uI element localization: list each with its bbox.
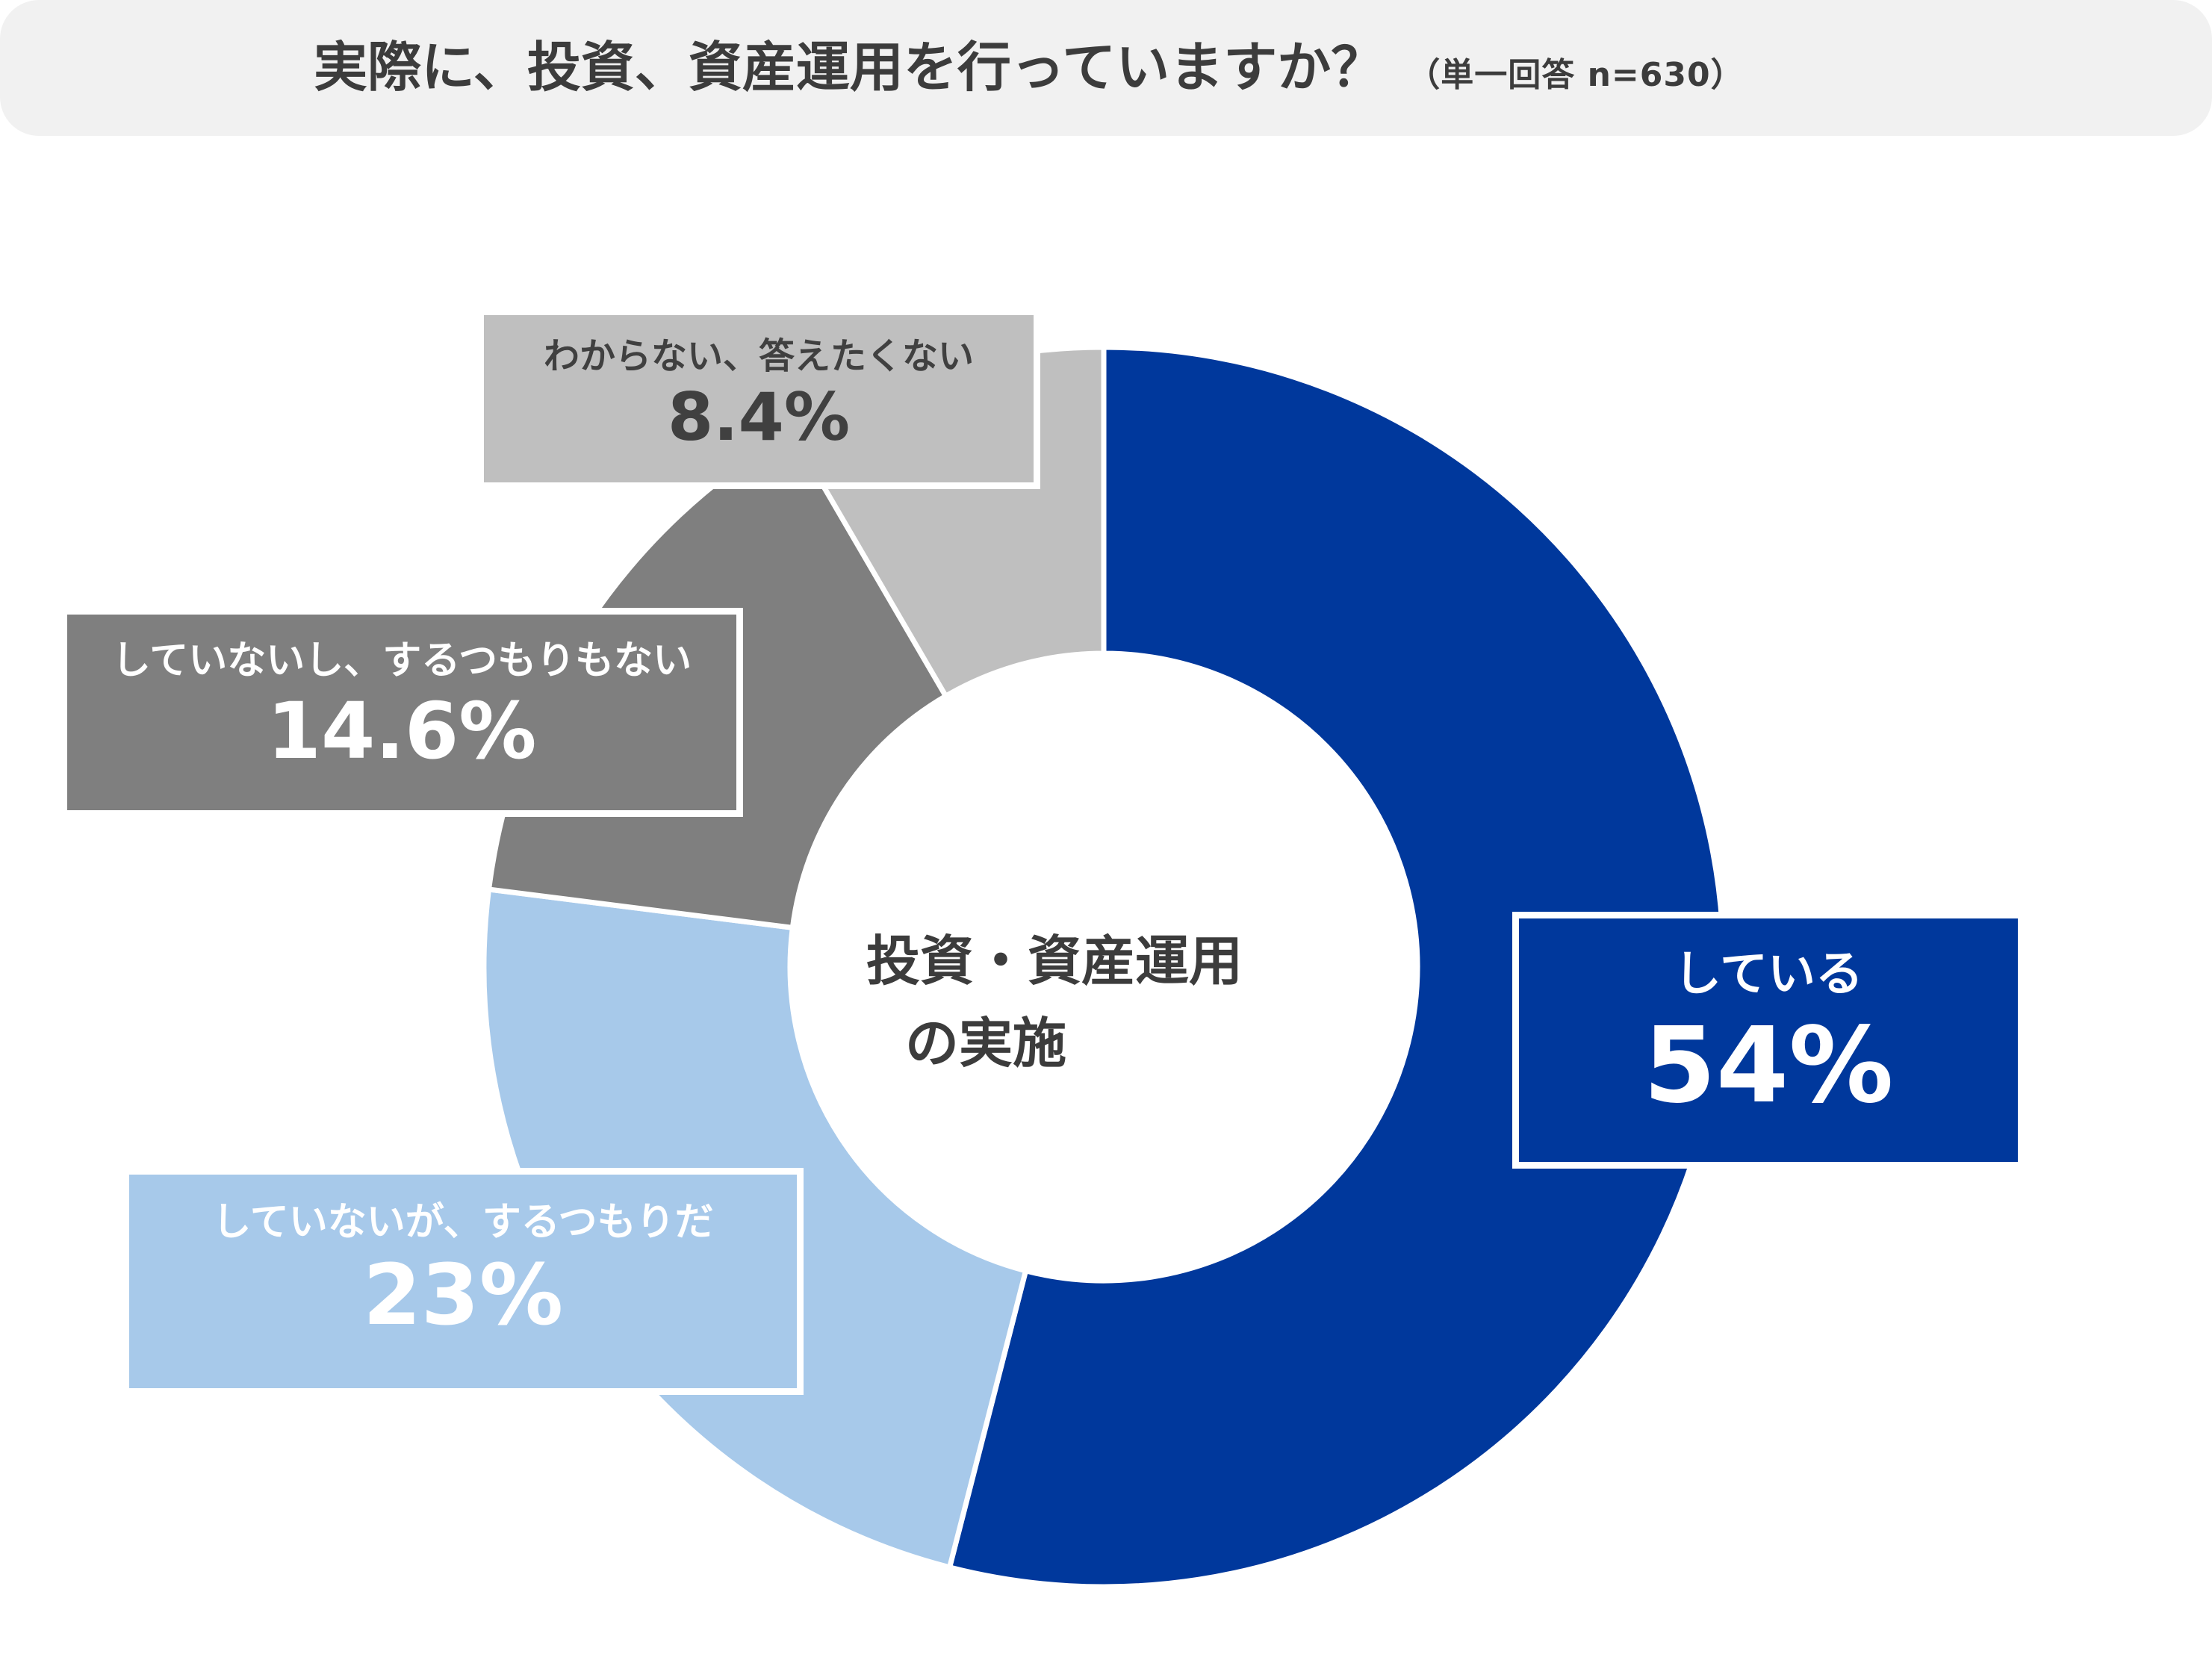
slice-value-label: 23%: [362, 1247, 564, 1344]
chart-title-main: 実際に、投資、資産運用を行っていますか？: [314, 36, 1385, 99]
donut-center-label: 投資・資産運用 の実施: [866, 920, 1243, 1084]
slice-label-text: わからない、答えたくない: [543, 335, 974, 377]
slice-label-text: していないし、するつもりもない: [111, 638, 692, 683]
slice-label-doing: している 54%: [1512, 912, 2025, 1169]
slice-label-unknown: わからない、答えたくない 8.4%: [477, 308, 1040, 489]
slice-value-label: 8.4%: [667, 379, 851, 456]
donut-slice-doing: [946, 344, 1727, 1590]
center-label-line2: の実施: [904, 1012, 1066, 1075]
center-label-line1: 投資・資産運用: [866, 930, 1243, 992]
slice-label-text: していないが、するつもりだ: [212, 1200, 714, 1245]
chart-title-sub: （単一回答 n=630）: [1407, 56, 1745, 94]
slice-label-no-plan: していないし、するつもりもない 14.6%: [60, 608, 743, 817]
chart-title: 実際に、投資、資産運用を行っていますか？ （単一回答 n=630）: [314, 30, 1745, 113]
slice-value-label: 14.6%: [267, 685, 537, 777]
slice-label-plan-to: していないが、するつもりだ 23%: [122, 1168, 804, 1395]
title-bar: 実際に、投資、資産運用を行っていますか？ （単一回答 n=630）: [0, 0, 2212, 136]
slice-label-text: している: [1673, 947, 1864, 1002]
slice-value-label: 54%: [1643, 1005, 1894, 1127]
